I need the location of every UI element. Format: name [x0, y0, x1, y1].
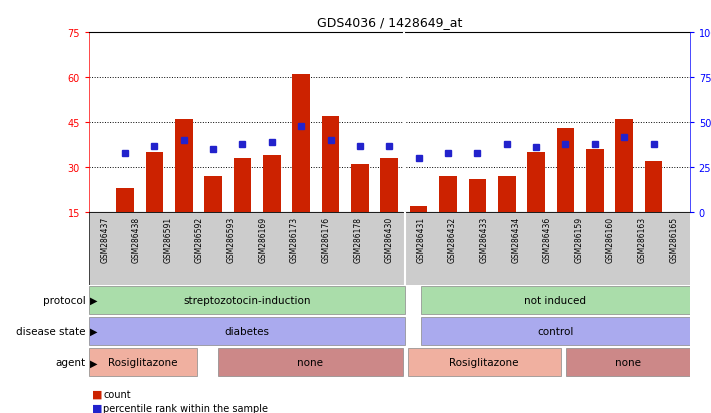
Bar — [528, 153, 545, 213]
Bar — [407, 349, 561, 376]
Bar — [89, 287, 405, 314]
Bar — [116, 189, 134, 213]
Text: streptozotocin-induction: streptozotocin-induction — [183, 295, 311, 306]
Text: GDS4036 / 1428649_at: GDS4036 / 1428649_at — [316, 16, 462, 29]
Text: GSM286430: GSM286430 — [385, 216, 394, 262]
Text: ■: ■ — [92, 403, 103, 413]
Text: GSM286178: GSM286178 — [353, 216, 362, 262]
Text: ▶: ▶ — [90, 295, 97, 306]
Bar — [421, 287, 690, 314]
Bar — [89, 318, 405, 345]
Text: GSM286160: GSM286160 — [606, 216, 615, 262]
Text: GSM286434: GSM286434 — [511, 216, 520, 262]
Text: diabetes: diabetes — [225, 326, 269, 337]
Text: agent: agent — [55, 357, 85, 368]
Text: percentile rank within the sample: percentile rank within the sample — [103, 403, 268, 413]
Text: GSM286436: GSM286436 — [543, 216, 552, 262]
Text: GSM286432: GSM286432 — [448, 216, 457, 262]
Text: GSM286433: GSM286433 — [480, 216, 488, 262]
Bar — [566, 349, 690, 376]
Bar — [645, 162, 663, 213]
Bar — [175, 120, 193, 213]
Bar — [410, 207, 427, 213]
Bar — [204, 177, 222, 213]
Bar — [322, 117, 339, 213]
Bar — [351, 165, 369, 213]
Text: control: control — [537, 326, 574, 337]
Text: none: none — [297, 357, 324, 368]
Text: not induced: not induced — [524, 295, 587, 306]
Text: none: none — [615, 357, 641, 368]
Text: GSM286173: GSM286173 — [290, 216, 299, 262]
Text: disease state: disease state — [16, 326, 85, 337]
Bar — [218, 349, 402, 376]
Bar — [469, 180, 486, 213]
Text: GSM286438: GSM286438 — [132, 216, 141, 262]
Text: Rosiglitazone: Rosiglitazone — [108, 357, 178, 368]
Bar — [439, 177, 456, 213]
Bar — [234, 159, 251, 213]
Text: ▶: ▶ — [90, 326, 97, 337]
Text: GSM286176: GSM286176 — [321, 216, 331, 262]
Text: GSM286591: GSM286591 — [164, 216, 173, 262]
Text: protocol: protocol — [43, 295, 85, 306]
Text: ■: ■ — [92, 389, 103, 399]
Text: GSM286163: GSM286163 — [638, 216, 647, 262]
Text: ▶: ▶ — [90, 357, 97, 368]
Bar — [89, 349, 197, 376]
Bar — [421, 318, 690, 345]
Bar — [263, 156, 281, 213]
Text: GSM286431: GSM286431 — [417, 216, 425, 262]
Text: GSM286437: GSM286437 — [100, 216, 109, 262]
Bar — [498, 177, 515, 213]
Text: GSM286169: GSM286169 — [258, 216, 267, 262]
Text: count: count — [103, 389, 131, 399]
Bar — [380, 159, 398, 213]
Bar — [292, 75, 310, 213]
Bar — [586, 150, 604, 213]
Text: GSM286592: GSM286592 — [195, 216, 204, 262]
Text: GSM286159: GSM286159 — [574, 216, 584, 262]
Text: GSM286593: GSM286593 — [227, 216, 235, 262]
Bar — [616, 120, 633, 213]
Bar — [146, 153, 163, 213]
Bar — [557, 129, 574, 213]
Text: Rosiglitazone: Rosiglitazone — [449, 357, 519, 368]
Text: GSM286165: GSM286165 — [669, 216, 678, 262]
